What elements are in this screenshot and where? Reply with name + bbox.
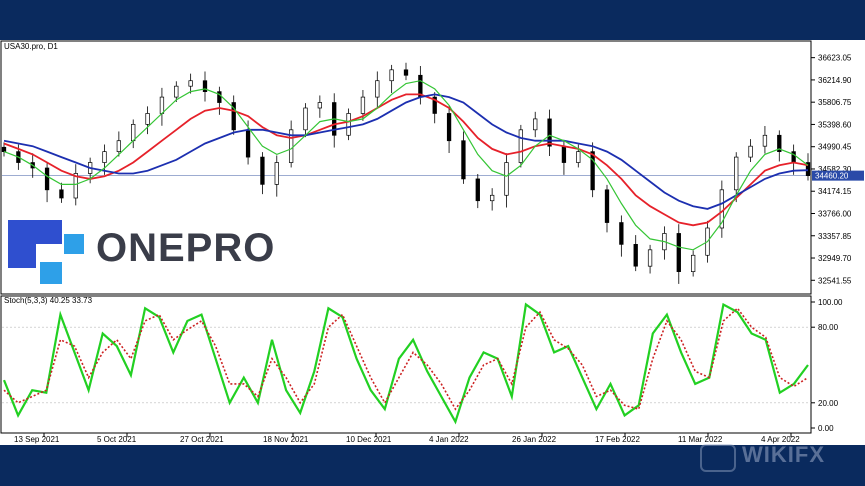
candle-bearish [231,102,236,131]
logo-mark-square-2 [40,262,62,284]
candle-bearish [777,134,782,152]
candle-bullish [145,113,150,125]
candle-bearish [604,189,610,223]
candle-bearish [202,80,208,92]
candle-bullish [762,134,768,147]
candle-bullish [73,173,78,199]
candle-bullish [116,140,122,152]
candle-bearish [245,129,251,158]
candle-bearish [403,69,409,76]
moving-average-line [3,80,809,251]
watermark-text: WIKIFX [742,442,825,467]
stochastic-d-line [3,307,809,411]
time-tick-label: 5 Oct 2021 [97,435,137,444]
candle-bearish [260,156,265,185]
price-tick-label: 33766.00 [818,209,852,218]
chart-canvas: 36623.05 36214.90 35806.75 35398.60 34990.45… [0,40,864,444]
candle-bullish [489,194,495,202]
symbol-label: USA30.pro, D1 [4,42,58,51]
candle-bullish [288,129,294,163]
current-price-label: 34460.20 [815,172,849,181]
candle-bullish [274,162,279,185]
stochastic-layer [2,302,811,425]
time-tick-label: 13 Sep 2021 [14,435,60,444]
candle-bullish [375,80,380,98]
stochastic-k-line [2,302,809,425]
candle-bearish [461,140,466,180]
candle-bearish [561,145,567,163]
indicator-pane-border [0,295,812,434]
candle-bearish [676,233,681,272]
candle-bullish [346,113,351,136]
chart-panel [0,40,865,445]
moving-averages-layer [3,80,809,251]
candle-bullish [131,124,136,142]
time-tick-label: 18 Nov 2021 [263,435,309,444]
price-tick-label: 32949.70 [818,254,852,263]
candle-bullish [389,69,394,82]
price-tick-label: 36623.05 [818,54,852,63]
time-tick-label: 10 Dec 2021 [346,435,392,444]
candle-bullish [360,96,366,114]
candle-bearish [59,189,64,199]
time-axis: 13 Sep 2021 5 Oct 2021 27 Oct 2021 18 Nov 2… [14,433,800,444]
candle-bullish [748,145,753,158]
price-tick-label: 32541.55 [818,276,852,285]
stochastic-tick-label: 20.00 [818,399,839,408]
onepro-logo [8,220,84,284]
candle-bearish [547,118,552,147]
candle-bearish [217,91,222,103]
candle-bearish [44,167,50,191]
candle-bullish [317,102,323,109]
time-tick-label: 17 Feb 2022 [595,435,640,444]
candle-bullish [188,80,193,87]
time-tick-label: 26 Jan 2022 [512,435,557,444]
stochastic-tick-label: 80.00 [818,323,839,332]
candle-bullish [533,118,538,131]
candle-bearish [432,96,437,114]
price-axis: 36623.05 36214.90 35806.75 35398.60 34990.45… [2,54,864,285]
logo-mark-square-1 [64,234,84,254]
price-tick-label: 35806.75 [818,98,852,107]
candle-bearish [791,151,796,163]
candle-bullish [576,151,581,163]
price-tick-label: 34582.30 [818,165,852,174]
stochastic-tick-label: 0.00 [818,424,834,433]
moving-average-line [3,93,809,227]
stochastic-tick-label: 100.00 [818,298,843,307]
time-tick-label: 4 Apr 2022 [761,435,800,444]
price-tick-label: 35398.60 [818,120,852,129]
moving-average-line [3,93,809,210]
candle-bearish [475,178,480,202]
candle-bearish [590,151,595,191]
price-pane-border [0,40,812,295]
logo-mark-dark [8,220,62,268]
stochastic-label: Stoch(5,3,3) 40.25 33.73 [4,296,93,305]
candle-bullish [734,156,739,191]
candle-bullish [159,96,165,114]
candle-bearish [1,146,7,152]
candle-bullish [174,85,179,98]
candle-bullish [690,254,696,272]
time-tick-label: 4 Jan 2022 [429,435,469,444]
watermark-icon [700,444,736,472]
time-tick-label: 11 Mar 2022 [678,435,723,444]
time-tick-label: 27 Oct 2021 [180,435,224,444]
candle-bearish [446,113,452,142]
candle-bearish [619,222,624,245]
candle-bearish [805,162,811,176]
candle-bullish [518,129,524,163]
candle-bullish [504,162,509,196]
price-tick-label: 34174.15 [818,187,852,196]
price-tick-label: 33357.85 [818,232,852,241]
candle-bullish [647,249,653,267]
price-tick-label: 34990.45 [818,143,852,152]
stochastic-axis: 100.00 80.00 20.00 0.00 [811,298,843,433]
current-price-box [812,170,864,181]
logo-text: ONEPRO [96,226,276,270]
price-tick-label: 36214.90 [818,76,852,85]
candle-bearish [633,244,638,267]
candle-bullish [303,107,308,131]
candle-bullish [102,151,107,163]
